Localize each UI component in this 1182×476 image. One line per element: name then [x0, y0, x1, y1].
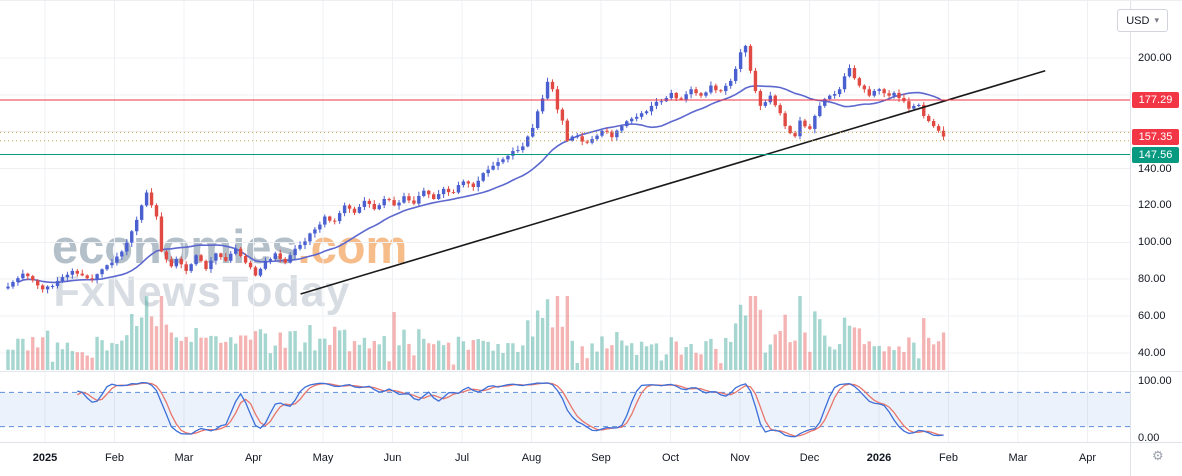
- oscillator-tick: 100.00: [1138, 375, 1172, 387]
- price-axis[interactable]: 200.00 140.00 120.00 100.00 80.00 60.00 40.00 1…: [1131, 1, 1182, 444]
- time-label: Apr: [244, 452, 263, 464]
- price-tick: 80.00: [1138, 273, 1166, 286]
- time-label: 2026: [866, 452, 892, 464]
- price-tick: 60.00: [1138, 310, 1166, 323]
- time-label: Jul: [454, 452, 470, 464]
- time-label: Mar: [174, 452, 194, 464]
- oscillator-tick: 0.00: [1138, 432, 1160, 444]
- price-axis-border: [1130, 1, 1131, 476]
- time-axis-separator: [0, 442, 1182, 443]
- price-tick: 40.00: [1138, 347, 1166, 359]
- watermark: economies.com FxNewsToday: [52, 223, 407, 316]
- currency-selector-button[interactable]: USD ▾: [1117, 9, 1168, 32]
- time-label: Feb: [939, 452, 958, 464]
- time-label: Apr: [1078, 452, 1097, 464]
- watermark-subbrand: FxNewsToday: [53, 267, 351, 316]
- axis-settings-icon[interactable]: ⚙: [1152, 448, 1164, 463]
- time-label: Nov: [730, 452, 750, 464]
- time-label: Feb: [105, 452, 124, 464]
- price-label-chip-last-price: 157.35: [1132, 128, 1179, 145]
- time-label: Aug: [521, 452, 542, 464]
- chevron-down-icon: ▾: [1154, 15, 1159, 25]
- time-label: May: [312, 452, 334, 464]
- chart-canvas[interactable]: [0, 1, 1130, 442]
- price-tick: 100.00: [1138, 236, 1172, 249]
- price-label-chip-support: 147.56: [1132, 146, 1179, 163]
- pane-separator[interactable]: [0, 371, 1182, 372]
- time-label: Jun: [383, 452, 402, 464]
- time-label: Mar: [1008, 452, 1028, 464]
- currency-label: USD: [1126, 14, 1150, 27]
- time-label: Oct: [661, 452, 680, 464]
- price-tick: 140.00: [1138, 162, 1172, 175]
- price-tick: 200.00: [1138, 51, 1172, 64]
- time-label: 2025: [32, 452, 58, 464]
- time-axis[interactable]: 2025 Feb Mar Apr May Jun Jul Aug Sep Oct Nov Dec 202…: [0, 443, 1131, 476]
- time-label: Sep: [591, 452, 611, 464]
- time-label: Dec: [799, 452, 820, 464]
- price-label-chip-resistance: 177.29: [1132, 91, 1179, 108]
- price-tick: 120.00: [1138, 199, 1172, 212]
